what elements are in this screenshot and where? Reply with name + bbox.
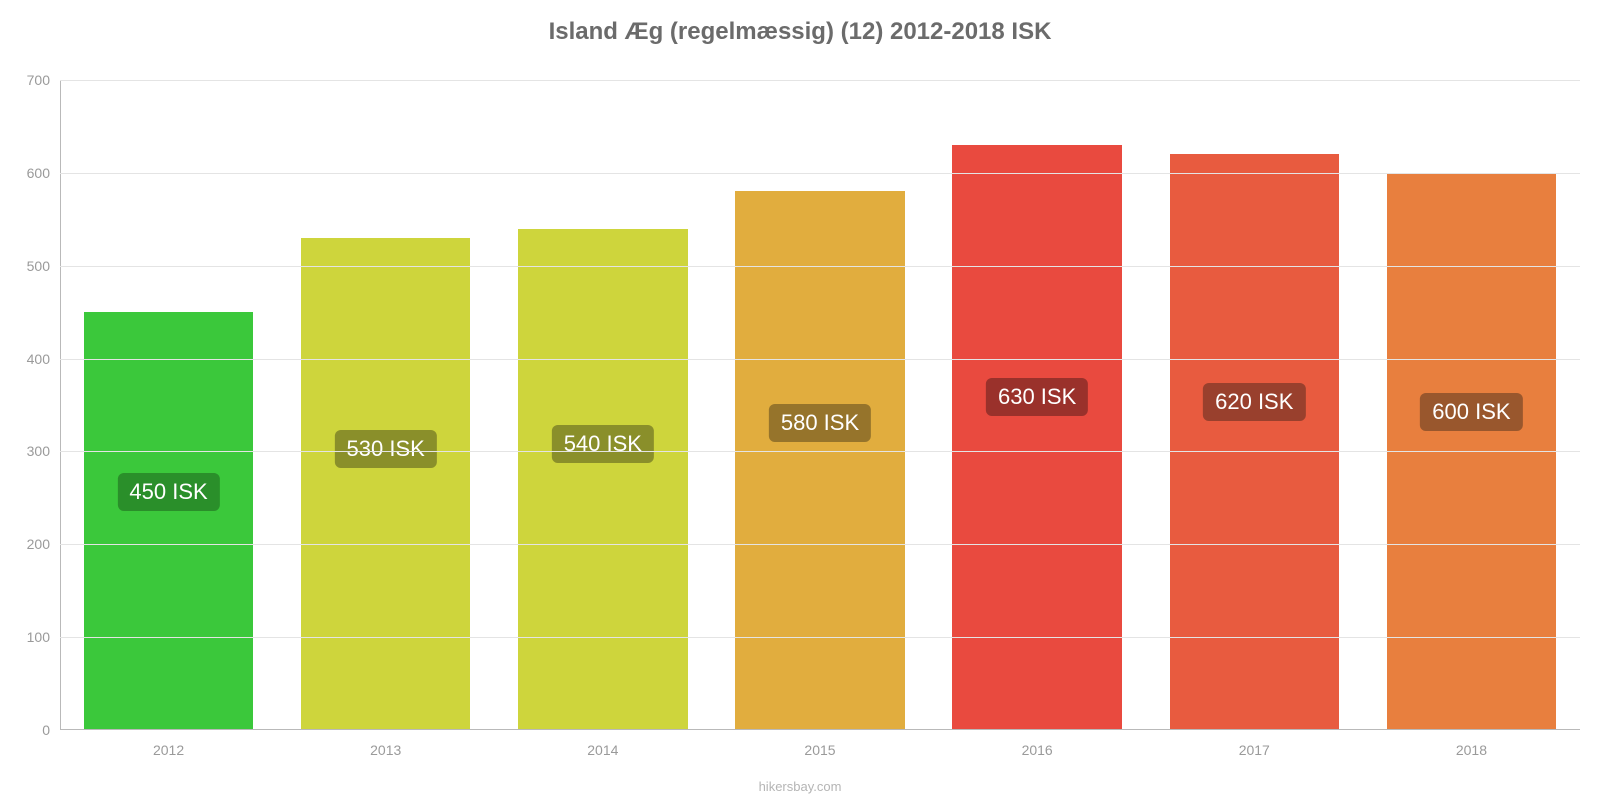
gridline bbox=[60, 451, 1580, 452]
bar: 630 ISK bbox=[952, 145, 1121, 730]
bar: 530 ISK bbox=[301, 238, 470, 730]
x-tick-label: 2013 bbox=[370, 730, 401, 758]
x-tick-label: 2018 bbox=[1456, 730, 1487, 758]
y-tick-label: 300 bbox=[27, 443, 60, 459]
x-tick-label: 2014 bbox=[587, 730, 618, 758]
gridline bbox=[60, 80, 1580, 81]
attribution-text: hikersbay.com bbox=[0, 779, 1600, 794]
bar-value-label: 540 ISK bbox=[552, 425, 654, 463]
y-axis bbox=[60, 80, 61, 730]
y-tick-label: 500 bbox=[27, 258, 60, 274]
bar-value-label: 580 ISK bbox=[769, 404, 871, 442]
gridline bbox=[60, 359, 1580, 360]
y-tick-label: 0 bbox=[42, 722, 60, 738]
x-tick-label: 2016 bbox=[1022, 730, 1053, 758]
gridline bbox=[60, 173, 1580, 174]
bar: 450 ISK bbox=[84, 312, 253, 730]
y-tick-label: 400 bbox=[27, 351, 60, 367]
y-tick-label: 200 bbox=[27, 536, 60, 552]
plot-area: 450 ISK 530 ISK 540 ISK 580 ISK 630 ISK 620 I… bbox=[60, 80, 1580, 730]
chart-title: Island Æg (regelmæssig) (12) 2012-2018 I… bbox=[0, 18, 1600, 46]
y-tick-label: 100 bbox=[27, 629, 60, 645]
x-tick-label: 2017 bbox=[1239, 730, 1270, 758]
gridline bbox=[60, 544, 1580, 545]
bar-value-label: 620 ISK bbox=[1203, 383, 1305, 421]
y-tick-label: 600 bbox=[27, 165, 60, 181]
chart-container: Island Æg (regelmæssig) (12) 2012-2018 I… bbox=[0, 0, 1600, 800]
x-tick-label: 2012 bbox=[153, 730, 184, 758]
bar: 540 ISK bbox=[518, 229, 687, 730]
gridline bbox=[60, 637, 1580, 638]
bar: 580 ISK bbox=[735, 191, 904, 730]
bars-layer: 450 ISK 530 ISK 540 ISK 580 ISK 630 ISK 620 I… bbox=[60, 80, 1580, 730]
bar-value-label: 450 ISK bbox=[117, 473, 219, 511]
gridline bbox=[60, 266, 1580, 267]
y-tick-label: 700 bbox=[27, 72, 60, 88]
x-tick-label: 2015 bbox=[804, 730, 835, 758]
bar-value-label: 630 ISK bbox=[986, 378, 1088, 416]
bar: 620 ISK bbox=[1170, 154, 1339, 730]
bar-value-label: 600 ISK bbox=[1420, 393, 1522, 431]
bar-value-label: 530 ISK bbox=[335, 430, 437, 468]
